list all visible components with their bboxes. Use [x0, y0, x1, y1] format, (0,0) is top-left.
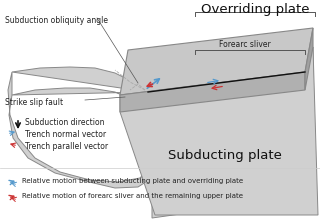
Polygon shape — [120, 28, 313, 95]
Text: Forearc sliver: Forearc sliver — [219, 40, 271, 49]
Text: Trench parallel vector: Trench parallel vector — [25, 142, 108, 151]
Polygon shape — [120, 72, 305, 112]
Text: Subduction obliquity angle: Subduction obliquity angle — [5, 16, 108, 25]
Text: Subducting plate: Subducting plate — [168, 148, 282, 161]
Text: Relative motion of forearc sliver and the remaining upper plate: Relative motion of forearc sliver and th… — [22, 193, 243, 199]
Polygon shape — [305, 28, 313, 90]
Text: Subduction direction: Subduction direction — [25, 118, 105, 127]
Polygon shape — [12, 67, 148, 100]
Text: Strike slip fault: Strike slip fault — [5, 98, 63, 107]
Polygon shape — [120, 47, 318, 215]
Text: Trench normal vector: Trench normal vector — [25, 130, 106, 139]
Text: Overriding plate: Overriding plate — [201, 3, 309, 16]
Polygon shape — [8, 72, 152, 188]
Text: Relative motion between subducting plate and overriding plate: Relative motion between subducting plate… — [22, 178, 243, 184]
Polygon shape — [140, 47, 315, 218]
